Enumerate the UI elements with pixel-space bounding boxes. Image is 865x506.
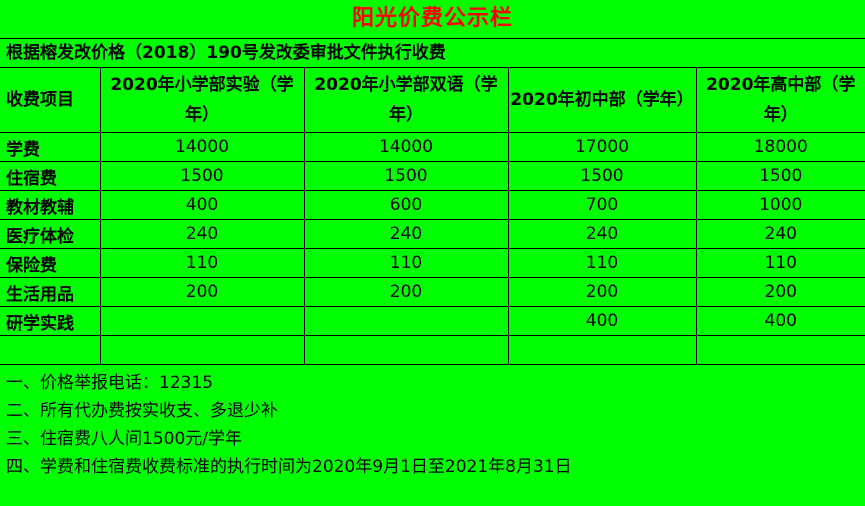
table-row: 生活用品 200 200 200 200: [0, 277, 865, 307]
table-row: 研学实践 400 400: [0, 306, 865, 336]
note-line: 三、住宿费八人间1500元/学年: [6, 429, 242, 449]
note-line: 二、所有代办费按实收支、多退少补: [6, 401, 278, 421]
fee-cell: 1500: [507, 161, 697, 191]
row-item-label: 教材教辅: [0, 190, 101, 220]
fee-cell: 200: [507, 277, 697, 307]
fee-table-header-row: 收费项目 2020年小学部实验（学年） 2020年小学部双语（学年） 2020年…: [0, 68, 865, 133]
fee-table: 收费项目 2020年小学部实验（学年） 2020年小学部双语（学年） 2020年…: [0, 68, 865, 365]
table-row-empty: [0, 335, 865, 365]
row-item-label: 生活用品: [0, 277, 101, 307]
fee-cell: 1500: [99, 161, 305, 191]
table-row: 教材教辅 400 600 700 1000: [0, 190, 865, 220]
note-line: 一、价格举报电话：12315: [6, 373, 214, 393]
table-row: 学费 14000 14000 17000 18000: [0, 132, 865, 162]
header-column-4: 2020年高中部（学年）: [695, 68, 865, 133]
fee-cell: 14000: [99, 132, 305, 162]
fee-cell: 1500: [695, 161, 865, 191]
row-item-label: 医疗体检: [0, 219, 101, 249]
fee-cell: 14000: [303, 132, 509, 162]
table-row: 住宿费 1500 1500 1500 1500: [0, 161, 865, 191]
fee-cell: 110: [303, 248, 509, 278]
row-item-label: 学费: [0, 132, 101, 162]
fee-cell: 240: [695, 219, 865, 249]
notes-section: 一、价格举报电话：12315 二、所有代办费按实收支、多退少补 三、住宿费八人间…: [0, 365, 865, 481]
fee-cell: 240: [507, 219, 697, 249]
row-item-label: 住宿费: [0, 161, 101, 191]
fee-cell: 200: [303, 277, 509, 307]
fee-cell: 200: [695, 277, 865, 307]
header-column-2: 2020年小学部双语（学年）: [303, 68, 509, 133]
fee-cell: 400: [507, 306, 697, 336]
header-column-3: 2020年初中部（学年）: [507, 68, 697, 133]
row-item-label: 保险费: [0, 248, 101, 278]
header-column-1: 2020年小学部实验（学年）: [99, 68, 305, 133]
fee-cell: 240: [99, 219, 305, 249]
fee-cell: 600: [303, 190, 509, 220]
empty-cell: [303, 335, 509, 365]
fee-cell: 700: [507, 190, 697, 220]
empty-cell: [0, 335, 101, 365]
fee-cell: [303, 306, 509, 336]
fee-cell: 110: [99, 248, 305, 278]
fee-cell: 1000: [695, 190, 865, 220]
empty-cell: [695, 335, 865, 365]
empty-cell: [507, 335, 697, 365]
empty-cell: [99, 335, 305, 365]
notice-subtitle: 根据榕发改价格（2018）190号发改委审批文件执行收费: [0, 39, 865, 68]
header-item-label: 收费项目: [0, 68, 101, 133]
fee-cell: [99, 306, 305, 336]
notice-title: 阳光价费公示栏: [0, 0, 865, 39]
note-line: 四、学费和住宿费收费标准的执行时间为2020年9月1日至2021年8月31日: [6, 457, 572, 477]
row-item-label: 研学实践: [0, 306, 101, 336]
fee-cell: 240: [303, 219, 509, 249]
fee-cell: 18000: [695, 132, 865, 162]
fee-cell: 400: [99, 190, 305, 220]
table-row: 医疗体检 240 240 240 240: [0, 219, 865, 249]
fee-cell: 110: [695, 248, 865, 278]
fee-cell: 17000: [507, 132, 697, 162]
fee-cell: 1500: [303, 161, 509, 191]
fee-cell: 110: [507, 248, 697, 278]
fee-cell: 200: [99, 277, 305, 307]
table-row: 保险费 110 110 110 110: [0, 248, 865, 278]
fee-cell: 400: [695, 306, 865, 336]
